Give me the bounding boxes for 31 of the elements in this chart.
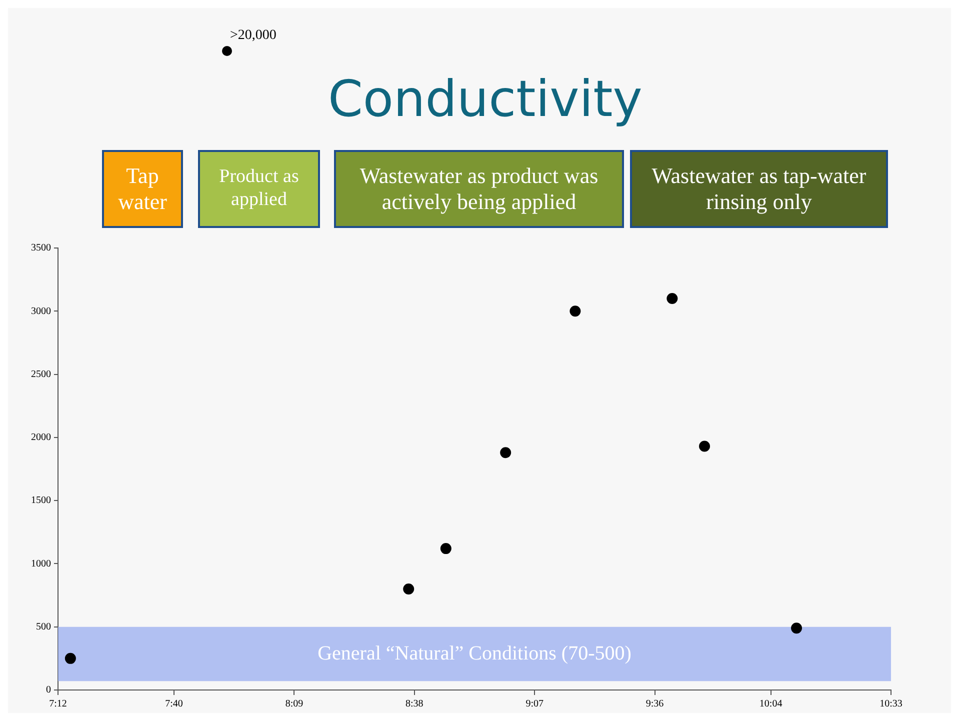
x-tick-label: 8:09 <box>285 698 304 710</box>
y-tick-label: 1000 <box>31 558 51 570</box>
point <box>500 447 512 458</box>
y-tick-label: 3500 <box>31 242 51 254</box>
text: Wastewater as product was actively being applied <box>334 150 624 228</box>
point <box>666 293 678 304</box>
y-tick-label: 2000 <box>31 432 51 444</box>
point <box>64 652 76 664</box>
y-tick-label: 0 <box>46 684 51 696</box>
text: >20,000 <box>230 28 276 44</box>
x-tick-label: 10:04 <box>759 698 782 710</box>
text: Tap water <box>102 150 183 228</box>
y-tick-label: 3000 <box>31 306 51 317</box>
band-label: General “Natural” Conditions (70-500) <box>318 642 632 664</box>
text: Wastewater as tap-water rinsing only <box>630 150 888 228</box>
y-tick-label: 500 <box>36 621 51 632</box>
point <box>440 543 452 554</box>
point <box>403 583 414 594</box>
x-tick-label: 10:33 <box>880 698 902 710</box>
point <box>699 440 710 452</box>
text: Product as applied <box>198 150 320 228</box>
y-tick-label: 2500 <box>31 368 51 380</box>
y-tick-label: 1500 <box>31 495 51 506</box>
chart-title: Conductivity <box>328 70 642 128</box>
point <box>570 306 581 317</box>
point <box>791 622 802 634</box>
x-tick-label: 7:12 <box>49 698 67 710</box>
x-tick-label: 8:38 <box>406 698 424 710</box>
x-tick-label: 9:07 <box>526 698 544 710</box>
x-tick-label: 9:36 <box>646 698 664 710</box>
x-tick-label: 7:40 <box>165 698 183 710</box>
